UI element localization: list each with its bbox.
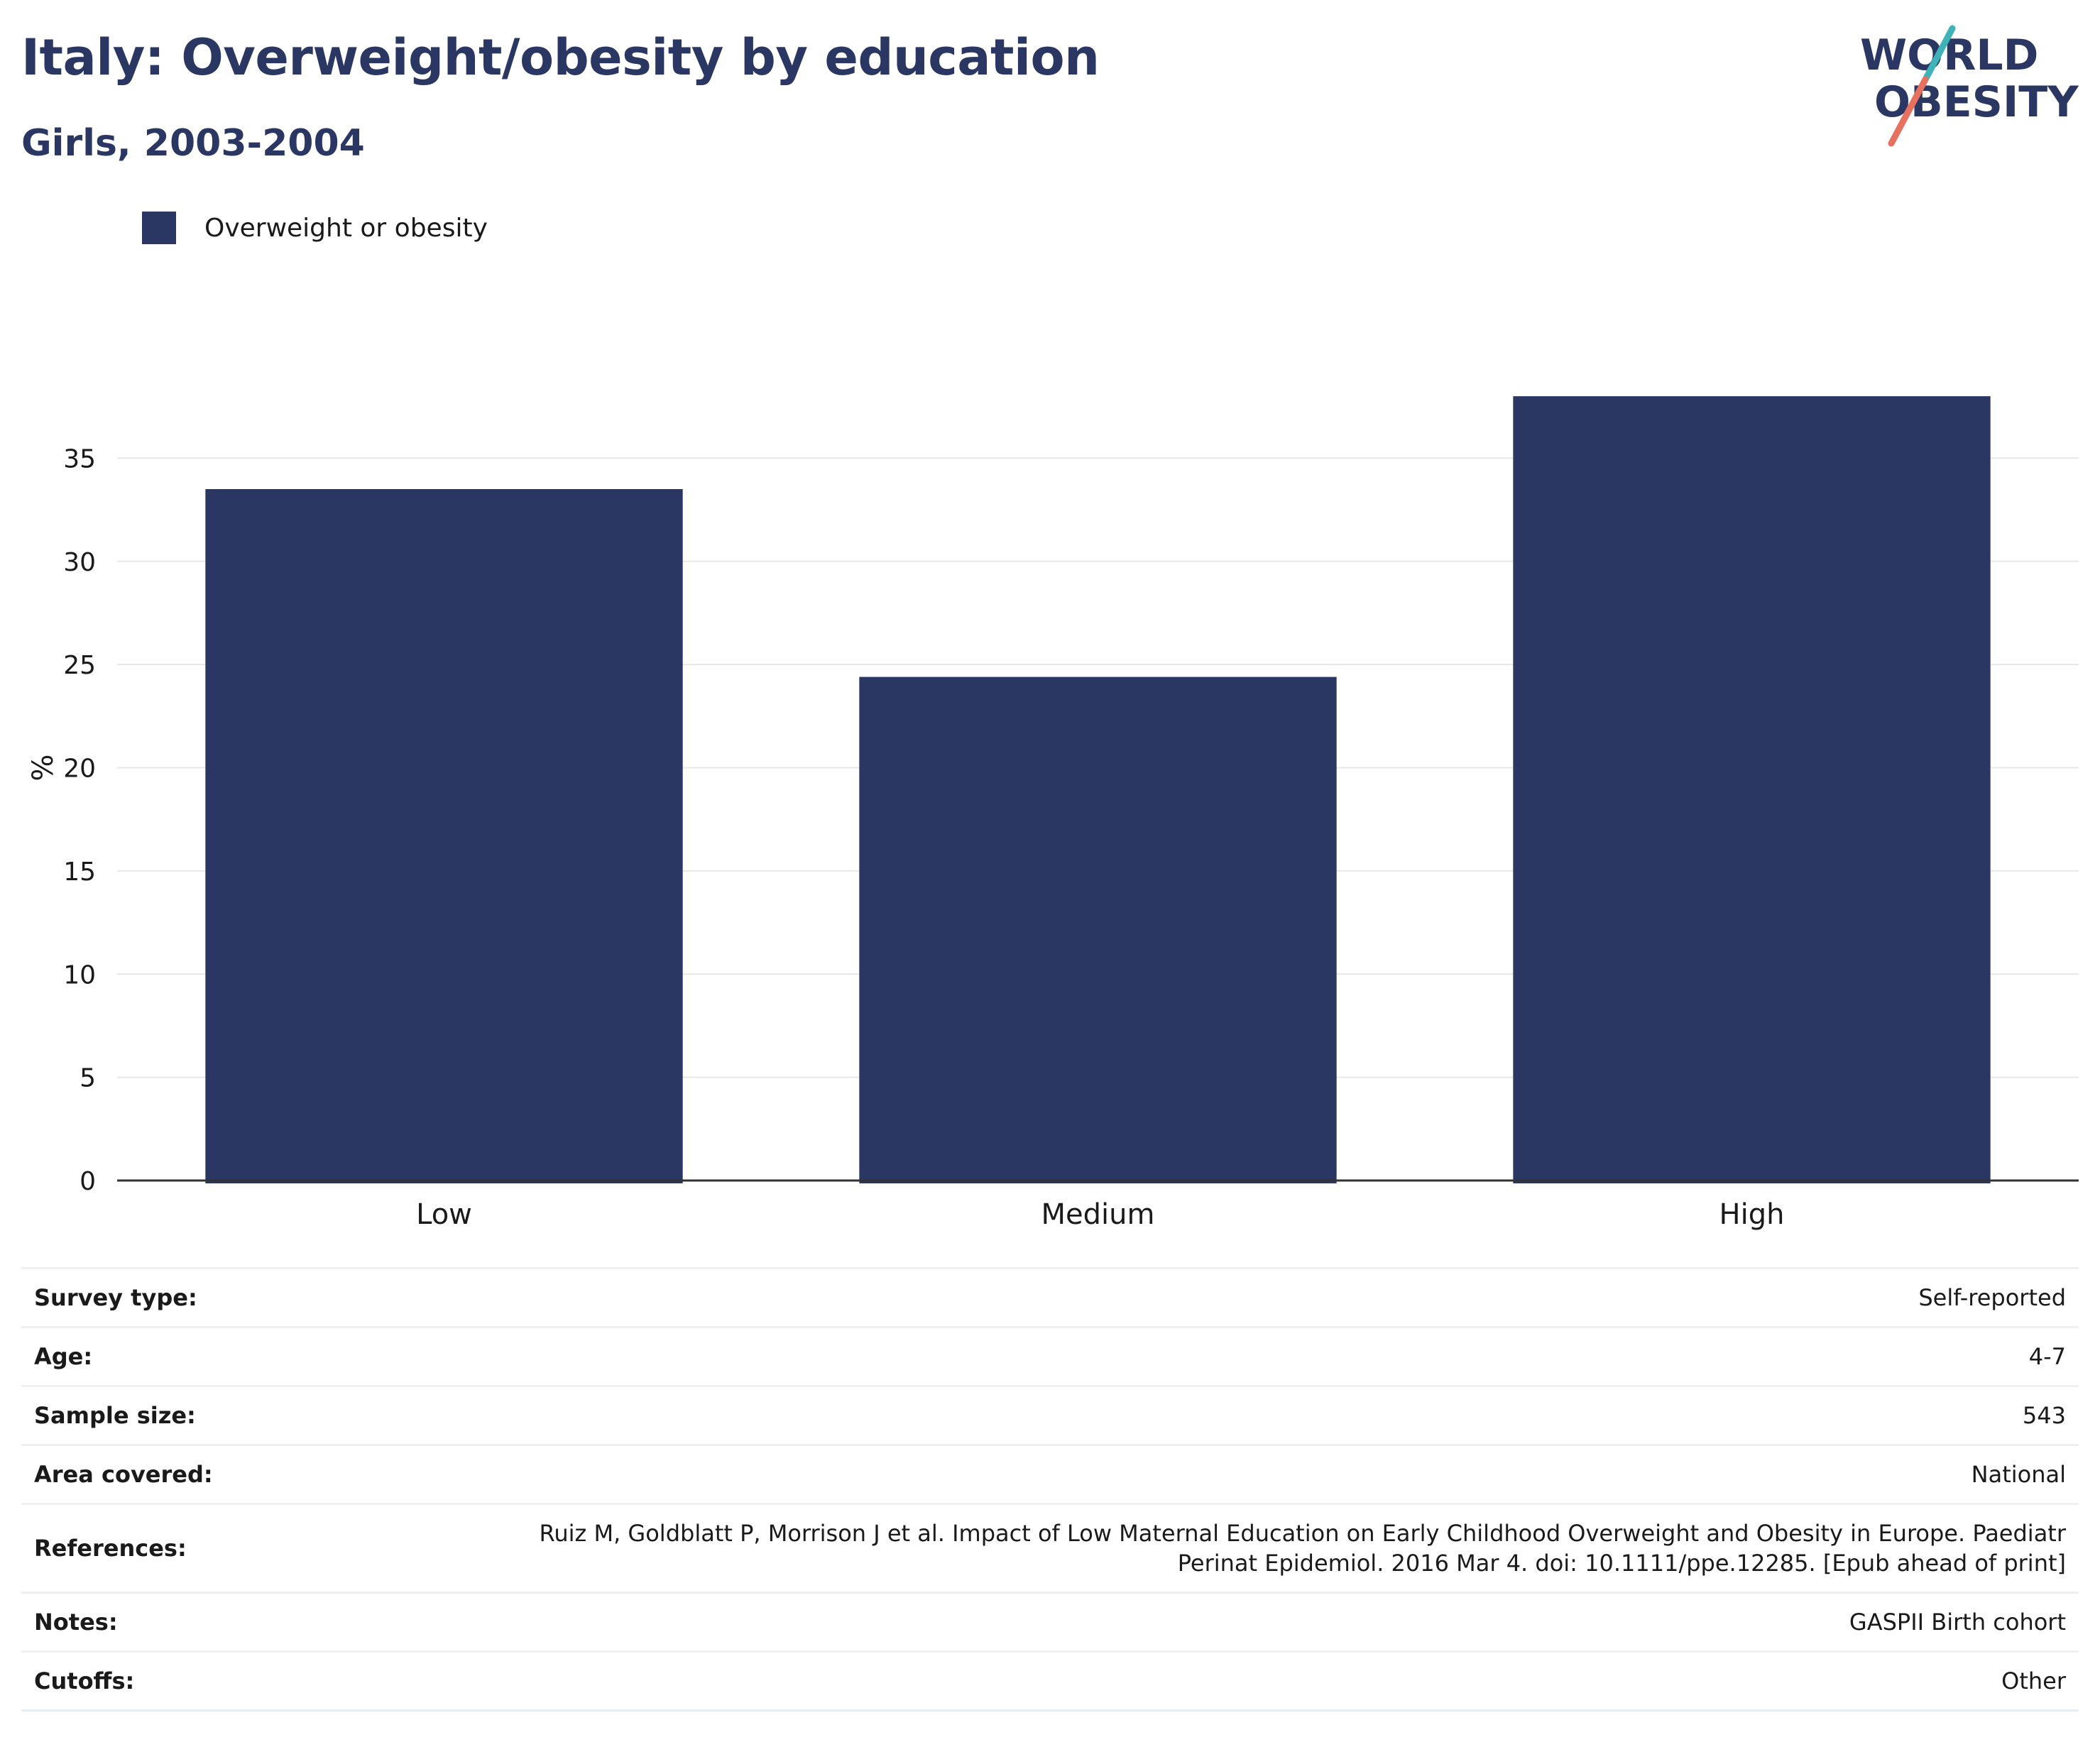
- legend-swatch: [142, 212, 176, 244]
- info-value: 4-7: [2028, 1343, 2066, 1370]
- info-row: Notes: GASPII Birth cohort: [21, 1592, 2079, 1652]
- y-tick-label: 30: [63, 548, 96, 577]
- info-key: Age:: [34, 1343, 93, 1370]
- info-key: Area covered:: [34, 1461, 213, 1488]
- page-title: Italy: Overweight/obesity by education: [21, 28, 1100, 87]
- info-value: Ruiz M, Goldblatt P, Morrison J et al. I…: [539, 1520, 2066, 1577]
- x-category-label: High: [1719, 1198, 1785, 1231]
- world-obesity-logo: WORLD OBESITY: [1860, 25, 2079, 147]
- info-key: Survey type:: [34, 1284, 197, 1311]
- info-row: Sample size: 543: [21, 1386, 2079, 1445]
- info-row: Area covered: National: [21, 1445, 2079, 1504]
- bar: [1513, 396, 1991, 1183]
- y-tick-label: 15: [63, 858, 96, 887]
- info-value: Other: [2001, 1667, 2066, 1694]
- info-key: Sample size:: [34, 1402, 196, 1429]
- info-row: Survey type: Self-reported: [21, 1268, 2079, 1327]
- logo-slash-coral: [1888, 76, 1929, 147]
- info-row: Age: 4-7: [21, 1327, 2079, 1386]
- page-subtitle: Girls, 2003-2004: [21, 122, 365, 165]
- x-category-label: Medium: [1041, 1198, 1155, 1231]
- bar: [205, 488, 683, 1183]
- bar-chart: 0 5 10 15 20 25 30 35 Low Medium High%: [27, 396, 2079, 1231]
- info-value: GASPII Birth cohort: [1849, 1609, 2066, 1636]
- info-key: References:: [34, 1535, 187, 1562]
- survey-info-table: Survey type: Self-reported Age: 4-7 Sample s…: [21, 1267, 2079, 1712]
- logo-line-2: OBESITY: [1874, 77, 2079, 127]
- y-axis-label: %: [27, 754, 60, 781]
- legend-label: Overweight or obesity: [204, 213, 488, 243]
- y-tick-label: 5: [80, 1064, 96, 1093]
- x-category-label: Low: [416, 1198, 472, 1231]
- y-tick-label: 10: [63, 960, 96, 990]
- chart-legend: Overweight or obesity: [142, 212, 488, 244]
- logo-slash-teal: [1922, 25, 1956, 83]
- info-value: 543: [2022, 1402, 2066, 1429]
- info-row: Cutoffs: Other: [21, 1651, 2079, 1711]
- y-tick-label: 25: [63, 651, 96, 680]
- info-row: References: Ruiz M, Goldblatt P, Morrison…: [21, 1504, 2079, 1593]
- y-tick-label: 35: [63, 444, 96, 473]
- info-key: Cutoffs:: [34, 1667, 135, 1694]
- info-value: National: [1971, 1461, 2066, 1488]
- y-tick-label: 0: [80, 1167, 96, 1196]
- y-tick-label: 20: [63, 755, 96, 784]
- bar: [859, 677, 1337, 1183]
- info-value: Self-reported: [1918, 1284, 2066, 1311]
- info-key: Notes:: [34, 1609, 118, 1636]
